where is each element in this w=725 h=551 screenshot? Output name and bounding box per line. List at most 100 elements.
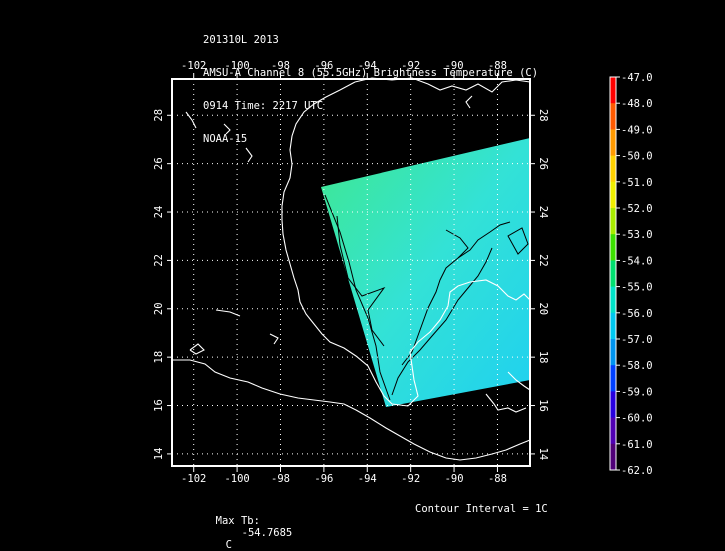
contour-line <box>391 247 493 396</box>
colorbar-label: -55.0 <box>621 282 653 294</box>
coastline-baja <box>185 111 197 129</box>
lat-label-right: 28 <box>537 109 549 122</box>
colorbar-label: -50.0 <box>621 151 653 163</box>
title-line-product: AMSU-A Channel 8 (55.5GHz) Brightness Te… <box>203 67 539 79</box>
colorbar-segment <box>610 181 616 209</box>
lat-label-left: 20 <box>153 302 165 315</box>
colorbar-segment <box>610 391 616 419</box>
max-tb-label: Max Tb: <box>215 515 260 527</box>
title-line-satellite: NOAA-15 <box>203 133 248 145</box>
coastline-gulf <box>281 81 409 407</box>
coastline <box>172 77 531 461</box>
coastline-lake <box>189 343 205 355</box>
lat-label-right: 16 <box>537 399 549 412</box>
max-tb-unit: C <box>225 539 232 551</box>
satellite-swath <box>321 138 530 407</box>
contour-line <box>336 215 386 347</box>
colorbar-label: -58.0 <box>621 360 653 372</box>
colorbar-label: -53.0 <box>621 229 653 241</box>
colorbar-label: -49.0 <box>621 124 653 136</box>
lon-label-top: -92 <box>401 60 420 72</box>
contour-line <box>401 221 511 366</box>
colorbar-label: -51.0 <box>621 177 653 189</box>
colorbar-segment <box>610 208 616 235</box>
lat-label-left: 22 <box>153 254 165 267</box>
colorbar-label: -48.0 <box>621 98 653 110</box>
coastline-island <box>215 309 241 317</box>
lat-label-left: 24 <box>153 206 165 219</box>
colorbar-label: -61.0 <box>621 439 653 451</box>
lon-label-top: -96 <box>314 60 333 72</box>
lon-label-bottom: -100 <box>224 473 249 485</box>
colorbar-segment <box>610 417 616 445</box>
lon-label-bottom: -90 <box>445 473 464 485</box>
lon-label-bottom: -98 <box>271 473 290 485</box>
temperature-contours <box>324 194 529 401</box>
colorbar-segment <box>610 77 616 104</box>
lat-label-left: 14 <box>153 448 165 461</box>
coastline-pacific <box>172 359 531 461</box>
map-frame <box>171 78 531 467</box>
axis-ticks: -102 -102 -100 -100 -98 -98 -96 -96 -94 -94 -92 -92… <box>153 60 549 485</box>
colorbar-segment <box>610 365 616 392</box>
lon-label-top: -100 <box>224 60 249 72</box>
coastline-cuba <box>507 371 531 391</box>
lon-label-bottom: -94 <box>358 473 377 485</box>
coastline-island <box>245 147 253 163</box>
colorbar-segment <box>610 103 616 130</box>
colorbar-segment <box>610 129 616 157</box>
lat-label-left: 16 <box>153 399 165 412</box>
colorbar-label: -59.0 <box>621 386 653 398</box>
colorbar: -47.0 -48.0 -49.0 -50.0 -51.0 -52.0 -53.0 -54.0… <box>609 72 653 477</box>
colorbar-segment <box>610 443 616 471</box>
coastline-island <box>223 123 231 135</box>
colorbar-border <box>609 76 617 471</box>
footer-contour-interval: Contour Interval = 1C <box>415 503 548 515</box>
colorbar-segment <box>610 286 616 314</box>
colorbar-segment <box>610 234 616 261</box>
colorbar-segment <box>610 339 616 366</box>
colorbar-label: -57.0 <box>621 334 653 346</box>
contour-line <box>445 229 469 259</box>
lon-label-top: -98 <box>271 60 290 72</box>
colorbar-label: -60.0 <box>621 413 653 425</box>
lon-label-top: -88 <box>488 60 507 72</box>
lon-label-bottom: -96 <box>314 473 333 485</box>
colorbar-segment <box>610 155 616 183</box>
colorbar-label: -54.0 <box>621 255 653 267</box>
coastline-belize <box>485 393 527 413</box>
lon-label-top: -90 <box>445 60 464 72</box>
lat-label-right: 20 <box>537 302 549 315</box>
coastline-island <box>269 333 279 345</box>
lon-label-bottom: -102 <box>181 473 206 485</box>
colorbar-segment <box>610 260 616 288</box>
contour-line <box>507 227 529 255</box>
colorbar-label: -47.0 <box>621 72 653 84</box>
colorbar-segment <box>610 312 616 340</box>
contour-line <box>324 194 391 401</box>
lat-label-right: 14 <box>537 448 549 461</box>
coastline-yucatan <box>407 279 531 407</box>
coastline-us <box>354 77 531 93</box>
lat-label-left: 26 <box>153 157 165 170</box>
lon-label-top: -102 <box>181 60 206 72</box>
title-block: 201310L 2013 AMSU-A Channel 8 (55.5GHz) … <box>203 13 538 156</box>
footer-max-tb: Max Tb: -54.7685 C <box>203 503 293 551</box>
lat-label-right: 24 <box>537 206 549 219</box>
coastline-island <box>465 95 473 109</box>
lat-label-left: 18 <box>153 351 165 364</box>
lon-label-top: -94 <box>358 60 377 72</box>
lat-label-right: 18 <box>537 351 549 364</box>
colorbar-label: -56.0 <box>621 308 653 320</box>
title-line-time: 0914 Time: 2217 UTC <box>203 100 324 112</box>
colorbar-label: -52.0 <box>621 203 653 215</box>
lon-label-bottom: -92 <box>401 473 420 485</box>
colorbar-label: -62.0 <box>621 465 653 477</box>
lon-label-bottom: -88 <box>488 473 507 485</box>
max-tb-value: -54.7685 <box>241 527 293 539</box>
lat-label-right: 22 <box>537 254 549 267</box>
lat-label-right: 26 <box>537 157 549 170</box>
lat-label-left: 28 <box>153 109 165 122</box>
title-line-date: 201310L 2013 <box>203 34 279 46</box>
